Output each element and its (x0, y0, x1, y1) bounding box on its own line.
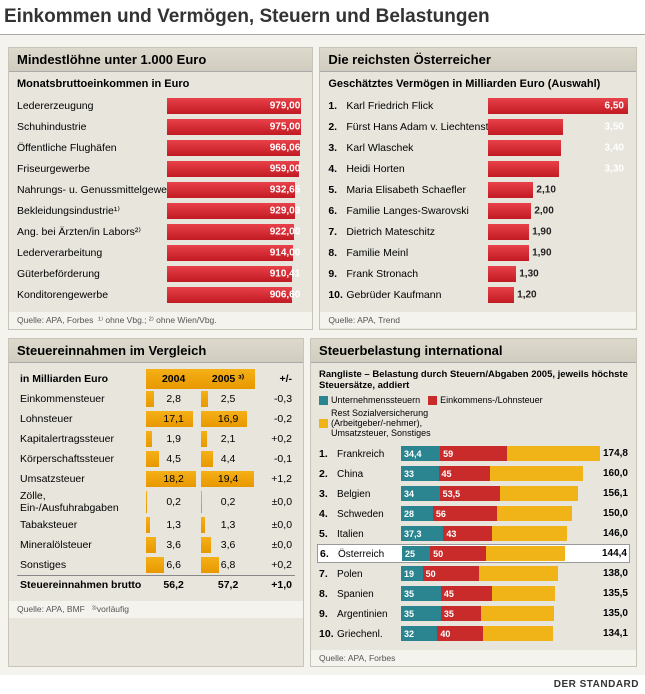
wage-row: Öffentliche Flughäfen 966,06 (17, 138, 304, 158)
tax-table: in Milliarden Euro 20042005 ³⁾ +/- Einko… (17, 369, 295, 595)
rich-label: 3.Karl Wlaschek (328, 142, 488, 154)
tax-row: Körperschaftssteuer 4,5 4,4 -0,1 (17, 449, 295, 469)
wage-row: Friseurgewerbe 959,00 (17, 159, 304, 179)
panel-intl: Steuerbelastung international Rangliste … (310, 338, 637, 667)
rich-label: 8.Familie Meinl (328, 247, 488, 259)
wage-label: Öffentliche Flughäfen (17, 142, 167, 154)
intl-row: 10.Griechenl. 32 40 134,1 (319, 624, 628, 643)
tax-row: Einkommensteuer 2,8 2,5 -0,3 (17, 389, 295, 409)
wage-row: Lederverarbeitung 914,00 (17, 243, 304, 263)
tax-row: Tabaksteuer 1,3 1,3 ±0,0 (17, 515, 295, 535)
intl-row: 3.Belgien 34 53,5 156,1 (319, 484, 628, 503)
tax-row: Mineralölsteuer 3,6 3,6 ±0,0 (17, 535, 295, 555)
intl-row: 8.Spanien 35 45 135,5 (319, 584, 628, 603)
intl-footer: Quelle: APA, Forbes (311, 650, 636, 666)
wage-label: Bekleidungsindustrie¹⁾ (17, 205, 167, 217)
rich-row: 9.Frank Stronach 1,30 (328, 264, 628, 284)
brand: DER STANDARD (0, 675, 645, 694)
rich-row: 2.Fürst Hans Adam v. Liechtenstein 3,50 (328, 117, 628, 137)
panel-rich: Die reichsten Österreicher Geschätztes V… (319, 47, 637, 330)
intl-row: 9.Argentinien 35 35 135,0 (319, 604, 628, 623)
legend-item: Rest Sozialversicherung (Arbeitgeber/-ne… (319, 408, 441, 438)
intl-legend: Unternehmenssteuern Einkommens-/Lohnsteue… (319, 395, 628, 438)
panel-rich-title: Die reichsten Österreicher (320, 48, 636, 72)
wage-label: Lederverarbeitung (17, 247, 167, 259)
tax-row: Lohnsteuer 17,1 16,9 -0,2 (17, 409, 295, 429)
tax-row: Sonstiges 6,6 6,8 +0,2 (17, 555, 295, 575)
rich-row: 5.Maria Elisabeth Schaefler 2,10 (328, 180, 628, 200)
wages-subtitle: Monatsbruttoeinkommen in Euro (17, 78, 304, 90)
rich-subtitle: Geschätztes Vermögen in Milliarden Euro … (328, 78, 628, 90)
wage-row: Schuhindustrie 975,00 (17, 117, 304, 137)
infographic-container: Mindestlöhne unter 1.000 Euro Monatsbrut… (0, 35, 645, 675)
panel-wages: Mindestlöhne unter 1.000 Euro Monatsbrut… (8, 47, 313, 330)
intl-row: 1.Frankreich 34,4 59 174,8 (319, 444, 628, 463)
wage-label: Konditorengewerbe (17, 289, 167, 301)
wage-label: Ledererzeugung (17, 100, 167, 112)
rich-label: 9.Frank Stronach (328, 268, 488, 280)
wage-row: Ang. bei Ärzten/in Labors²⁾ 922,00 (17, 222, 304, 242)
wage-label: Nahrungs- u. Genussmittelgewerbe (17, 184, 167, 196)
wage-row: Bekleidungsindustrie¹⁾ 929,03 (17, 201, 304, 221)
tax-row: Umsatzsteuer 18,2 19,4 +1,2 (17, 469, 295, 489)
intl-row: 7.Polen 19 50 138,0 (319, 564, 628, 583)
rich-label: 10.Gebrüder Kaufmann (328, 289, 488, 301)
intl-row: 5.Italien 37,3 43 146,0 (319, 524, 628, 543)
rich-label: 7.Dietrich Mateschitz (328, 226, 488, 238)
wage-row: Konditorengewerbe 906,60 (17, 285, 304, 305)
legend-item: Einkommens-/Lohnsteuer (428, 395, 543, 405)
rich-row: 1.Karl Friedrich Flick 6,50 (328, 96, 628, 116)
panel-tax-title: Steuereinnahmen im Vergleich (9, 339, 303, 363)
rich-row: 4.Heidi Horten 3,30 (328, 159, 628, 179)
rich-label: 4.Heidi Horten (328, 163, 488, 175)
rich-source: Quelle: APA, Trend (320, 312, 636, 328)
panel-tax: Steuereinnahmen im Vergleich in Milliard… (8, 338, 304, 667)
tax-row: Kapitalertragssteuer 1,9 2,1 +0,2 (17, 429, 295, 449)
wage-label: Ang. bei Ärzten/in Labors²⁾ (17, 226, 167, 238)
panel-wages-title: Mindestlöhne unter 1.000 Euro (9, 48, 312, 72)
rich-row: 3.Karl Wlaschek 3,40 (328, 138, 628, 158)
wage-row: Güterbeförderung 910,41 (17, 264, 304, 284)
intl-row: 2.China 33 45 160,0 (319, 464, 628, 483)
intl-subtitle: Rangliste – Belastung durch Steuern/Abga… (319, 369, 628, 391)
intl-row: 4.Schweden 28 56 150,0 (319, 504, 628, 523)
main-title: Einkommen und Vermögen, Steuern und Bela… (0, 0, 645, 35)
rich-label: 1.Karl Friedrich Flick (328, 100, 488, 112)
wage-row: Ledererzeugung 979,00 (17, 96, 304, 116)
tax-row: Zölle, Ein-/Ausfuhrabgaben 0,2 0,2 ±0,0 (17, 489, 295, 515)
panel-intl-title: Steuerbelastung international (311, 339, 636, 363)
rich-label: 2.Fürst Hans Adam v. Liechtenstein (328, 121, 488, 133)
rich-row: 8.Familie Meinl 1,90 (328, 243, 628, 263)
tax-footnote: Quelle: APA, BMF ³⁾vorläufig (9, 601, 303, 618)
rich-row: 7.Dietrich Mateschitz 1,90 (328, 222, 628, 242)
wage-row: Nahrungs- u. Genussmittelgewerbe 932,65 (17, 180, 304, 200)
wages-footnote: Quelle: APA, Forbes ¹⁾ ohne Vbg.; ²⁾ ohn… (9, 312, 312, 329)
rich-label: 5.Maria Elisabeth Schaefler (328, 184, 488, 196)
wage-label: Schuhindustrie (17, 121, 167, 133)
intl-row: 6.Österreich 25 50 144,4 (317, 544, 630, 563)
rich-row: 6.Familie Langes-Swarovski 2,00 (328, 201, 628, 221)
wage-label: Güterbeförderung (17, 268, 167, 280)
rich-label: 6.Familie Langes-Swarovski (328, 205, 488, 217)
legend-item: Unternehmenssteuern (319, 395, 420, 405)
rich-row: 10.Gebrüder Kaufmann 1,20 (328, 285, 628, 305)
wage-label: Friseurgewerbe (17, 163, 167, 175)
